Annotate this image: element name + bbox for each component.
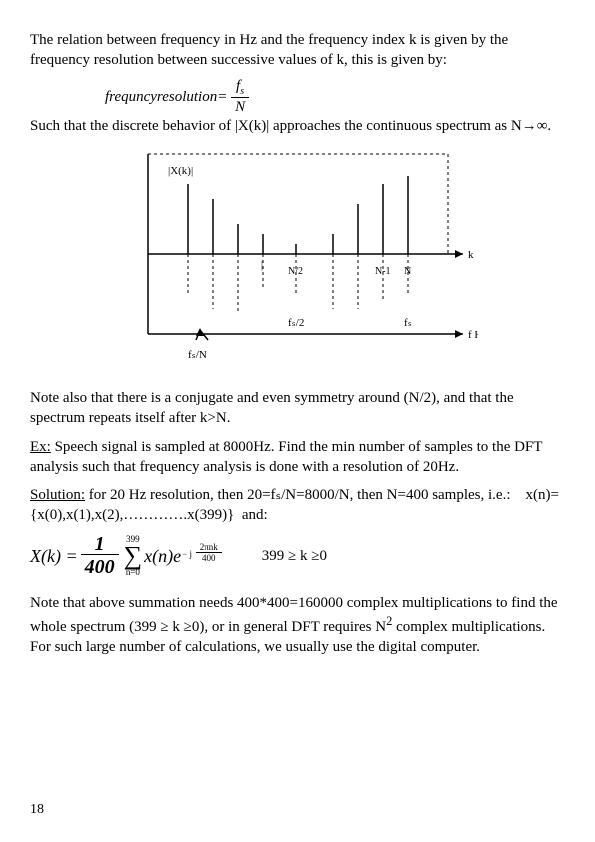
- svg-text:f Hz: f Hz: [468, 329, 478, 341]
- page-number: 18: [30, 801, 44, 820]
- sol-label: Solution:: [30, 487, 85, 503]
- eq-lhs: X(k) =: [30, 544, 78, 568]
- eq-body: x(n)e: [144, 544, 181, 568]
- eq-frac-num: 1: [81, 534, 119, 555]
- summation-icon: 399 ∑ n=0: [124, 535, 143, 576]
- svg-text:fₛ/2: fₛ/2: [288, 317, 304, 329]
- exp-den: 400: [196, 553, 222, 564]
- svg-text:N-1: N-1: [375, 266, 391, 277]
- svg-text:|: |: [261, 260, 263, 271]
- spectrum-svg: |X(k)| k f Hz | N/2 N-1 Nfₛ/2 fₛ fₛ/N: [118, 144, 478, 364]
- eq-num-sub: s: [240, 86, 244, 97]
- exp-num: 2πnk: [196, 543, 222, 553]
- exponent: − j 2πnk 400: [182, 543, 222, 564]
- example-para: Ex: Speech signal is sampled at 8000Hz. …: [30, 437, 565, 478]
- exp-frac: 2πnk 400: [196, 543, 222, 564]
- svg-text:k: k: [468, 249, 474, 261]
- svg-text:fₛ: fₛ: [404, 317, 412, 329]
- note-para: Note that above summation needs 400*400=…: [30, 593, 565, 658]
- exp-neg: − j: [182, 549, 192, 559]
- intro-para: The relation between frequency in Hz and…: [30, 30, 565, 71]
- ex-text: Speech signal is sampled at 8000Hz. Find…: [30, 439, 542, 475]
- sol-text: for 20 Hz resolution, then 20=fₛ/N=8000/…: [30, 487, 559, 523]
- eq-frac-den: 400: [81, 555, 119, 579]
- eq-frac: fs N: [231, 79, 249, 116]
- ex-label: Ex:: [30, 439, 51, 455]
- spectrum-chart: |X(k)| k f Hz | N/2 N-1 Nfₛ/2 fₛ fₛ/N: [30, 144, 565, 370]
- eq-left: frequncyresolution=: [105, 88, 227, 104]
- svg-text:fₛ/N: fₛ/N: [188, 349, 207, 361]
- eq-den: N: [231, 98, 249, 116]
- svg-text:|X(k)|: |X(k)|: [168, 165, 193, 177]
- svg-text:N: N: [404, 266, 411, 277]
- eq-big-frac: 1 400: [81, 534, 119, 579]
- svg-text:N/2: N/2: [288, 266, 303, 277]
- symmetry-para: Note also that there is a conjugate and …: [30, 388, 565, 429]
- sigma-icon: ∑: [124, 544, 143, 567]
- xk-equation: X(k) = 1 400 399 ∑ n=0 x(n)e − j 2πnk 40…: [30, 534, 565, 579]
- solution-para: Solution: for 20 Hz resolution, then 20=…: [30, 485, 565, 526]
- sum-bot: n=0: [124, 568, 143, 577]
- eq-condition: 399 ≥ k ≥0: [262, 546, 327, 566]
- behavior-para: Such that the discrete behavior of |X(k)…: [30, 116, 565, 136]
- freq-resolution-eq: frequncyresolution= fs N: [105, 79, 565, 116]
